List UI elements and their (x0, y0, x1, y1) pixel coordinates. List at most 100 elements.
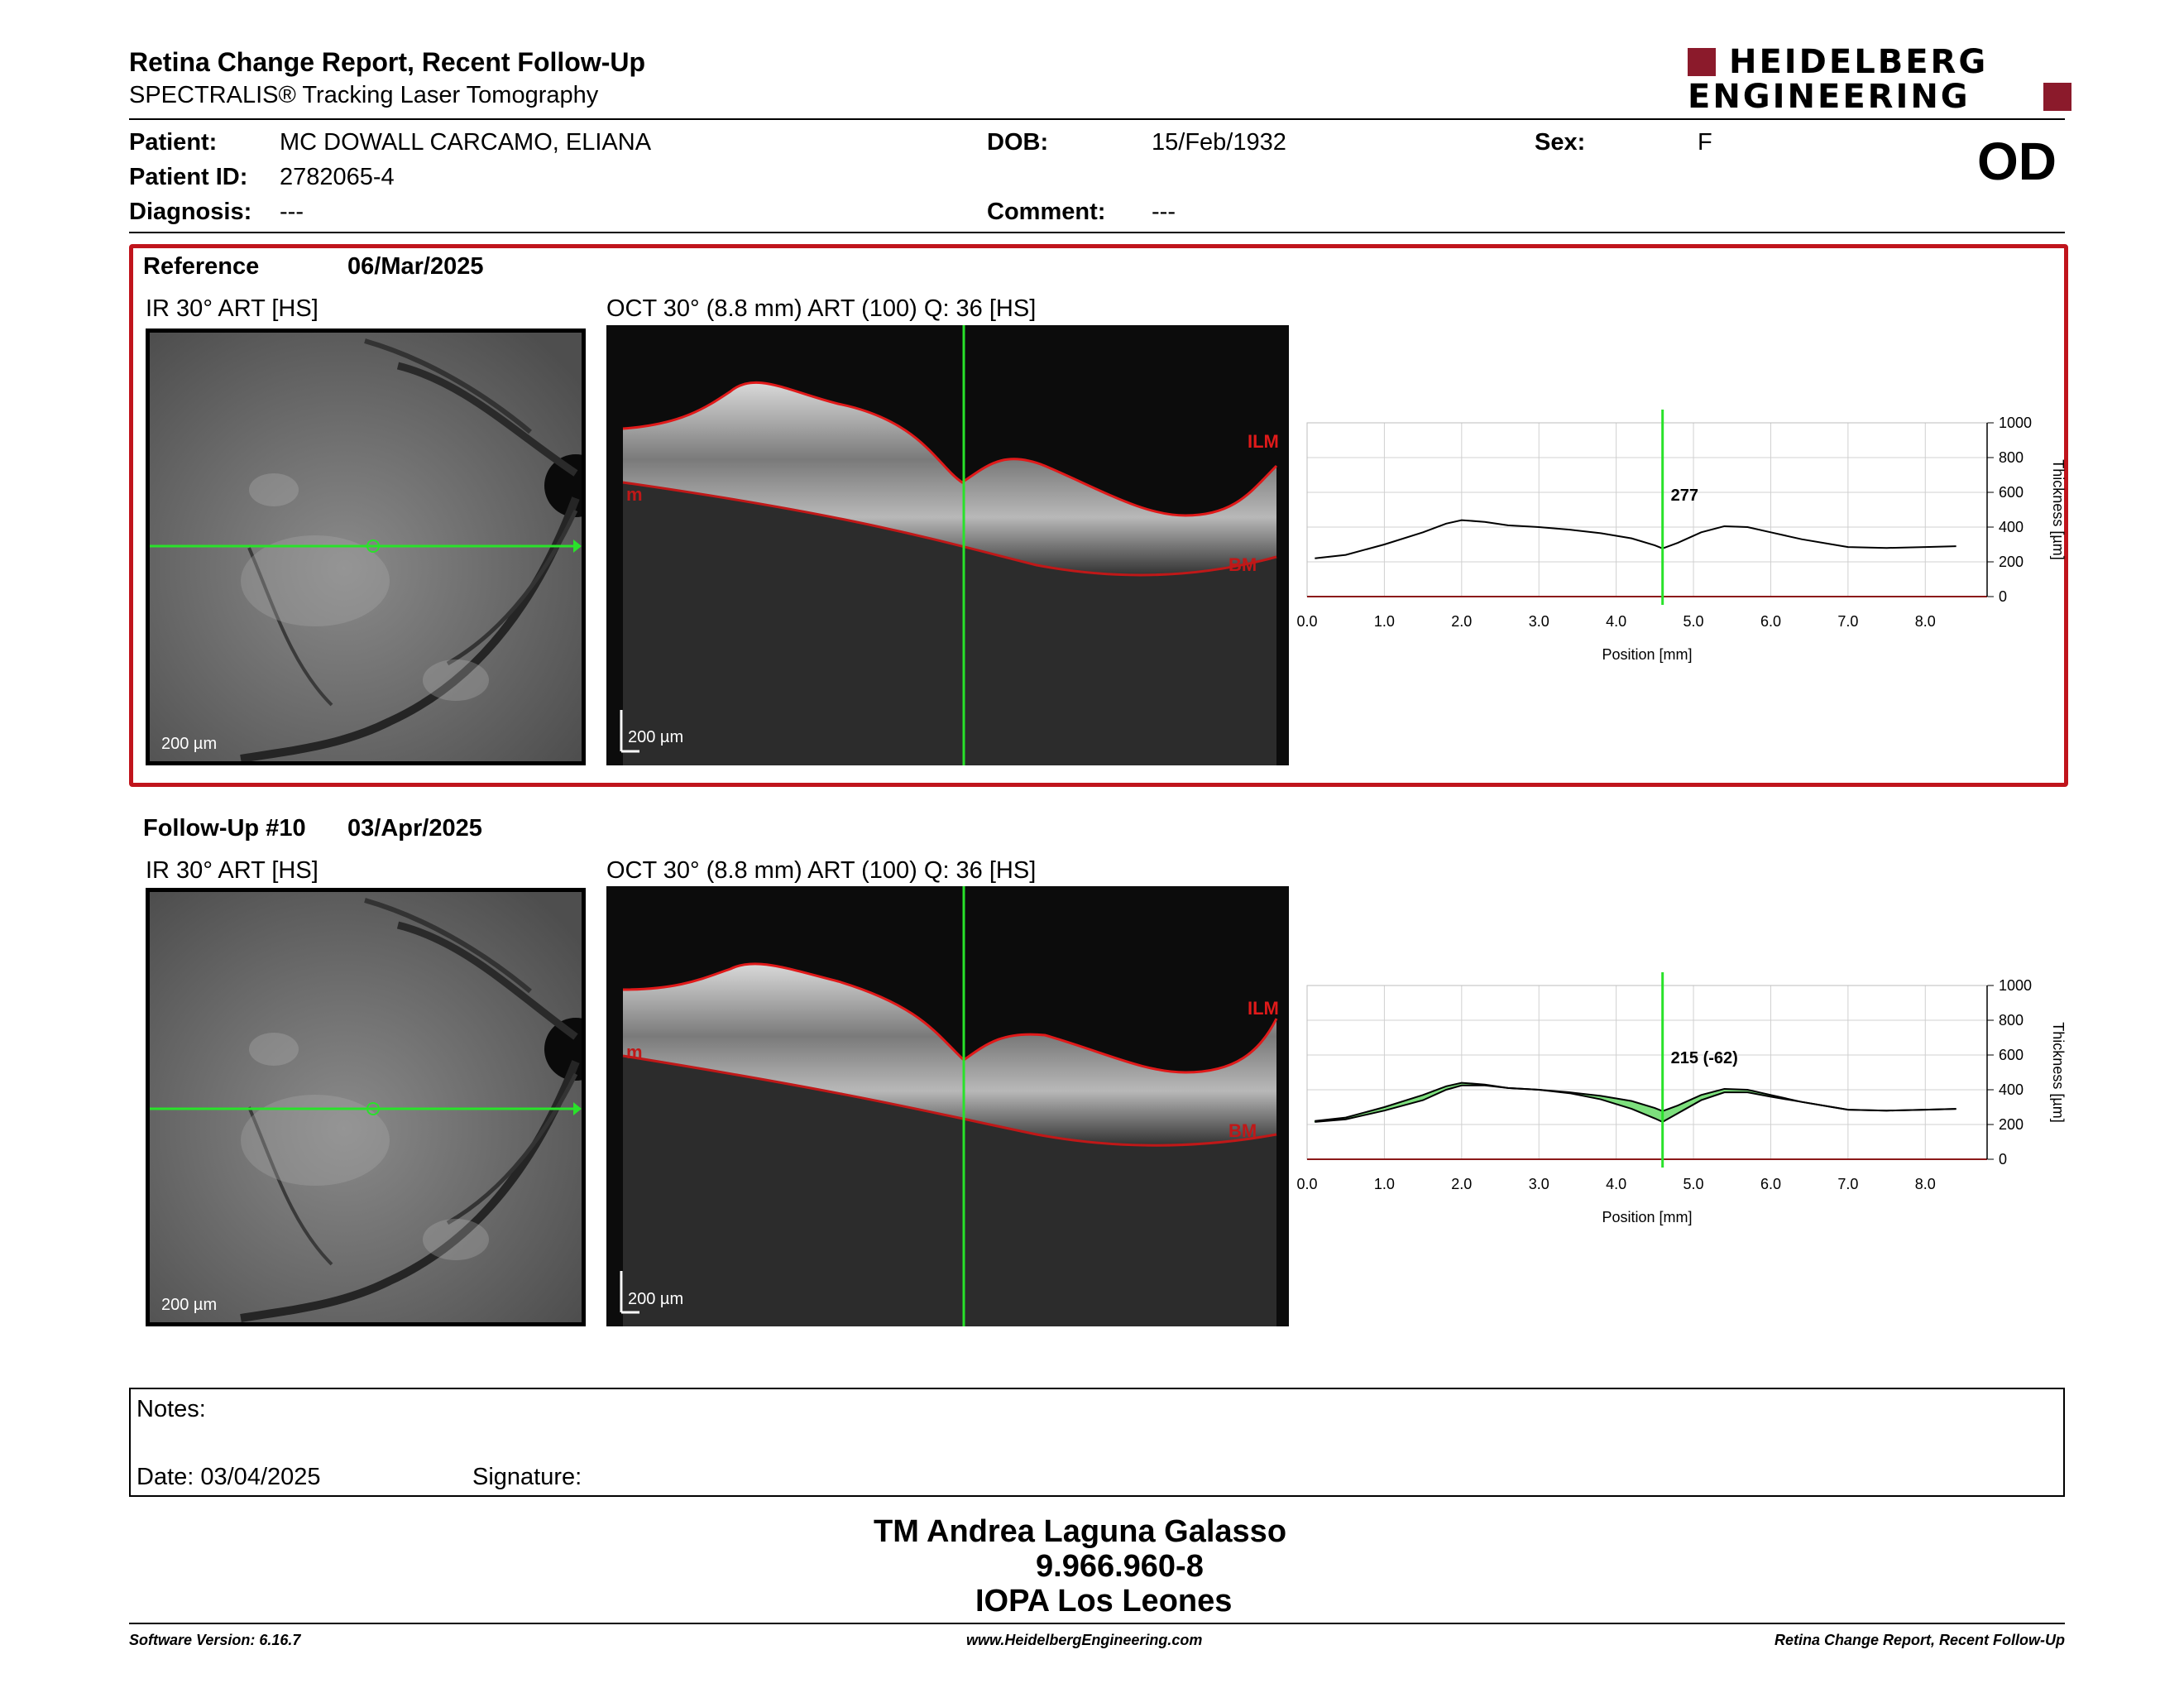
footer-report-name: Retina Change Report, Recent Follow-Up (1774, 1632, 2065, 1648)
comment-label: Comment: (987, 199, 1106, 225)
plot-frame (1306, 985, 1988, 1160)
y-tick-label: 600 (1999, 484, 2024, 501)
dob-value: 15/Feb/1932 (1152, 129, 1286, 156)
x-tick-label: 3.0 (1529, 1176, 1549, 1192)
patient-id-label: Patient ID: (129, 164, 248, 190)
reference-date: 06/Mar/2025 (347, 253, 484, 280)
plot-frame (1306, 422, 1988, 597)
operator-institution: IOPA Los Leones (975, 1584, 1233, 1618)
followup-ilm-label: ILM (1248, 998, 1279, 1019)
x-tick-label: 1.0 (1374, 1176, 1395, 1192)
reference-oct-image: ILM BM m 200 µm (606, 325, 1289, 765)
y-tick-label: 800 (1999, 1012, 2024, 1029)
oct-graphic (620, 886, 1278, 1326)
reference-panel (129, 244, 2068, 787)
signature-label: Signature: (472, 1464, 582, 1490)
y-tick-label: 1000 (1999, 415, 2032, 431)
patient-id-value: 2782065-4 (280, 164, 395, 190)
y-tick-label: 400 (1999, 519, 2024, 535)
patient-divider (129, 232, 2065, 233)
diagnosis-label: Diagnosis: (129, 199, 252, 225)
reference-thickness-chart: 0.0 1.0 2.0 3.0 4.0 5.0 6.0 7.0 8.0 0 200 400 600 800… (1296, 410, 2067, 663)
sex-label: Sex: (1535, 129, 1586, 156)
reference-label: Reference (143, 253, 260, 280)
report-subtitle: SPECTRALIS® Tracking Laser Tomography (129, 82, 599, 108)
x-tick-label: 0.0 (1296, 613, 1317, 630)
x-tick-label: 4.0 (1606, 613, 1626, 630)
followup-oct-title: OCT 30° (8.8 mm) ART (100) Q: 36 [HS] (606, 857, 1037, 884)
diagnosis-value: --- (280, 199, 304, 225)
patient-name: MC DOWALL CARCAMO, ELIANA (280, 129, 652, 156)
cursor-value-label: 277 (1671, 487, 1698, 505)
x-tick-label: 4.0 (1606, 1176, 1626, 1192)
report-title: Retina Change Report, Recent Follow-Up (129, 47, 646, 77)
x-tick-label: 6.0 (1760, 1176, 1781, 1192)
thickness-series-line (1315, 519, 1956, 559)
followup-thickness-chart: 0.0 1.0 2.0 3.0 4.0 5.0 6.0 7.0 8.0 0 200 400 600 800… (1296, 972, 2067, 1225)
thickness-series-line (1315, 1084, 1956, 1123)
reference-oct-scale: 200 µm (628, 728, 684, 746)
footer-software-version: Software Version: 6.16.7 (129, 1632, 301, 1648)
y-axis-label: Thickness [µm] (2050, 459, 2067, 559)
x-axis-label: Position [mm] (1602, 646, 1692, 663)
followup-ir-image: 200 µm (146, 888, 586, 1326)
sex-value: F (1698, 129, 1712, 156)
reference-ir-scale: 200 µm (161, 735, 218, 753)
operator-name: TM Andrea Laguna Galasso (874, 1514, 1287, 1549)
x-tick-label: 2.0 (1451, 1176, 1472, 1192)
header-divider (129, 118, 2065, 120)
x-tick-label: 2.0 (1451, 613, 1472, 630)
x-tick-label: 3.0 (1529, 613, 1549, 630)
logo-square-icon (1688, 48, 1716, 76)
comment-value: --- (1152, 199, 1176, 225)
oct-graphic (620, 325, 1278, 765)
heidelberg-logo: HEIDELBERG ENGINEERING (1688, 43, 2072, 116)
footer-divider (129, 1623, 2065, 1624)
reference-bm-left-label: m (626, 484, 643, 505)
x-tick-label: 1.0 (1374, 613, 1395, 630)
x-tick-label: 5.0 (1684, 613, 1704, 630)
footer-website[interactable]: www.HeidelbergEngineering.com (966, 1632, 1203, 1648)
y-tick-label: 600 (1999, 1047, 2024, 1063)
followup-date: 03/Apr/2025 (347, 815, 482, 842)
x-axis-label: Position [mm] (1602, 1209, 1692, 1225)
reference-ilm-label: ILM (1248, 431, 1279, 452)
fundus-graphic (150, 333, 582, 761)
x-tick-label: 7.0 (1837, 613, 1858, 630)
followup-ir-title: IR 30° ART [HS] (146, 857, 318, 884)
cursor-value-label: 215 (-62) (1671, 1049, 1738, 1067)
logo-square-icon (2043, 83, 2071, 111)
followup-ir-scale: 200 µm (161, 1296, 218, 1314)
reference-bm-label: BM (1228, 554, 1257, 575)
notes-date: Date: 03/04/2025 (136, 1464, 321, 1490)
x-tick-label: 8.0 (1915, 1176, 1936, 1192)
x-tick-label: 7.0 (1837, 1176, 1858, 1192)
followup-bm-label: BM (1228, 1120, 1257, 1141)
logo-line2: ENGINEERING (1688, 78, 1971, 116)
reference-ir-title: IR 30° ART [HS] (146, 295, 318, 322)
followup-oct-scale: 200 µm (628, 1290, 684, 1308)
followup-bm-left-label: m (626, 1042, 643, 1062)
notes-box: Notes: Date: 03/04/2025 Signature: (129, 1388, 2065, 1497)
followup-label: Follow-Up #10 (143, 815, 306, 842)
eye-indicator: OD (1977, 132, 2057, 191)
y-tick-label: 0 (1999, 588, 2007, 605)
y-tick-label: 1000 (1999, 977, 2032, 994)
x-tick-label: 5.0 (1684, 1176, 1704, 1192)
y-tick-label: 200 (1999, 554, 2024, 570)
operator-rut: 9.966.960-8 (1036, 1549, 1204, 1584)
y-tick-label: 0 (1999, 1151, 2007, 1168)
reference-ir-image: 200 µm (146, 328, 586, 765)
x-tick-label: 0.0 (1296, 1176, 1317, 1192)
patient-label: Patient: (129, 129, 218, 156)
dob-label: DOB: (987, 129, 1049, 156)
y-tick-label: 400 (1999, 1081, 2024, 1098)
notes-label: Notes: (136, 1396, 206, 1422)
x-tick-label: 6.0 (1760, 613, 1781, 630)
y-tick-label: 200 (1999, 1116, 2024, 1133)
y-axis-label: Thickness [µm] (2050, 1022, 2067, 1122)
logo-line1: HEIDELBERG (1729, 43, 1989, 81)
reference-oct-title: OCT 30° (8.8 mm) ART (100) Q: 36 [HS] (606, 295, 1037, 322)
followup-oct-image: ILM BM m 200 µm (606, 886, 1289, 1326)
x-tick-label: 8.0 (1915, 613, 1936, 630)
